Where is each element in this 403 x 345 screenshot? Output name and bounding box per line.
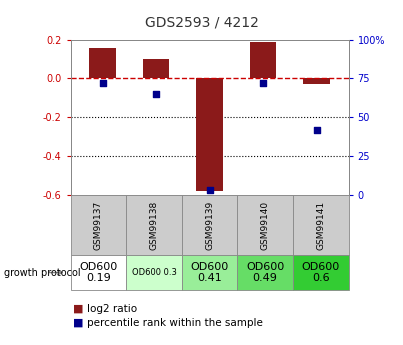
Point bbox=[206, 187, 213, 193]
Text: OD600
0.49: OD600 0.49 bbox=[246, 262, 284, 283]
Point bbox=[313, 127, 320, 132]
Bar bbox=[250, 42, 276, 79]
Bar bbox=[143, 59, 169, 79]
Bar bbox=[126, 255, 182, 290]
Text: ■: ■ bbox=[73, 304, 83, 314]
Text: OD600
0.41: OD600 0.41 bbox=[191, 262, 229, 283]
Text: GSM99139: GSM99139 bbox=[205, 200, 214, 250]
Text: OD600
0.6: OD600 0.6 bbox=[302, 262, 340, 283]
Bar bbox=[71, 255, 126, 290]
Point bbox=[153, 91, 159, 97]
Text: GSM99138: GSM99138 bbox=[150, 200, 158, 250]
Text: GSM99137: GSM99137 bbox=[94, 200, 103, 250]
Bar bbox=[293, 255, 349, 290]
Text: GDS2593 / 4212: GDS2593 / 4212 bbox=[145, 16, 258, 30]
Text: GSM99141: GSM99141 bbox=[316, 200, 325, 250]
Bar bbox=[126, 195, 182, 255]
Bar bbox=[237, 255, 293, 290]
Text: log2 ratio: log2 ratio bbox=[87, 304, 137, 314]
Text: GSM99140: GSM99140 bbox=[261, 200, 270, 250]
Bar bbox=[182, 195, 237, 255]
Bar bbox=[89, 48, 116, 79]
Text: growth protocol: growth protocol bbox=[4, 268, 81, 277]
Bar bbox=[182, 255, 237, 290]
Bar bbox=[237, 195, 293, 255]
Bar bbox=[71, 195, 126, 255]
Text: OD600 0.3: OD600 0.3 bbox=[131, 268, 177, 277]
Text: OD600
0.19: OD600 0.19 bbox=[79, 262, 117, 283]
Point bbox=[100, 80, 106, 86]
Text: percentile rank within the sample: percentile rank within the sample bbox=[87, 318, 263, 327]
Text: ■: ■ bbox=[73, 318, 83, 327]
Bar bbox=[303, 79, 330, 84]
Bar bbox=[293, 195, 349, 255]
Point bbox=[260, 80, 266, 86]
Bar bbox=[196, 79, 223, 191]
